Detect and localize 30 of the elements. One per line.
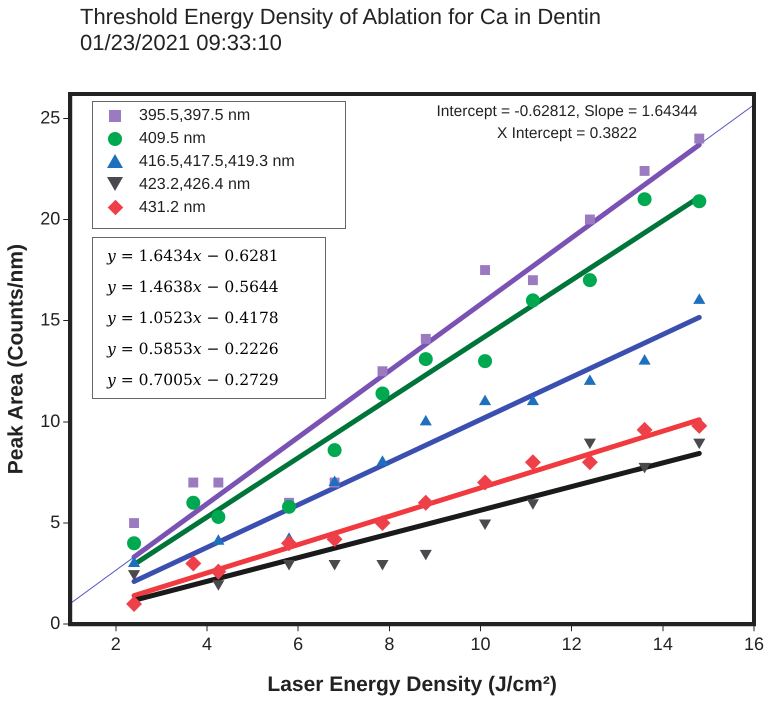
- y-tick-label: 5: [50, 512, 60, 532]
- annotation: y = 0.5853x − 0.2226: [107, 339, 280, 360]
- annotation: Intercept = -0.62812, Slope = 1.64344: [435, 102, 699, 122]
- y-tick-label: 10: [40, 410, 60, 431]
- legend-label: 431.2 nm: [139, 198, 206, 216]
- annotation: y = 0.7005x − 0.2729: [107, 370, 280, 391]
- annotation: y = 1.6434x − 0.6281: [107, 246, 280, 267]
- x-tick-label: 12: [562, 634, 582, 654]
- x-tick-label: 10: [470, 634, 490, 654]
- legend-label: 395.5,397.5 nm: [139, 106, 250, 124]
- x-tick-label: 4: [202, 634, 212, 654]
- y-tick-label: 25: [40, 107, 60, 128]
- y-tick-label: 20: [40, 208, 60, 228]
- y-tick-label: 0: [50, 613, 60, 634]
- y-axis-title: Peak Area (Counts/nm): [4, 244, 28, 474]
- x-tick-label: 14: [652, 634, 673, 654]
- annotation: y = 1.4638x − 0.5644: [107, 277, 280, 298]
- x-tick-label: 2: [110, 634, 121, 654]
- x-tick-label: 8: [384, 634, 394, 654]
- x-axis-title: Laser Energy Density (J/cm²): [267, 673, 557, 696]
- chart-subtitle: 01/23/2021 09:33:10: [80, 30, 282, 56]
- chart-title: Threshold Energy Density of Ablation for Ca in Dentin: [80, 4, 601, 30]
- x-tick-label: 16: [744, 634, 764, 654]
- annotation: X Intercept = 0.3822: [496, 124, 638, 144]
- x-tick-label: 6: [293, 634, 304, 654]
- legend-label: 416.5,417.5,419.3 nm: [139, 152, 295, 170]
- legend-label: 423.2,426.4 nm: [139, 176, 250, 194]
- y-tick-label: 15: [40, 310, 60, 330]
- annotation: y = 1.0523x − 0.4178: [107, 308, 280, 329]
- legend-label: 409.5 nm: [139, 130, 206, 148]
